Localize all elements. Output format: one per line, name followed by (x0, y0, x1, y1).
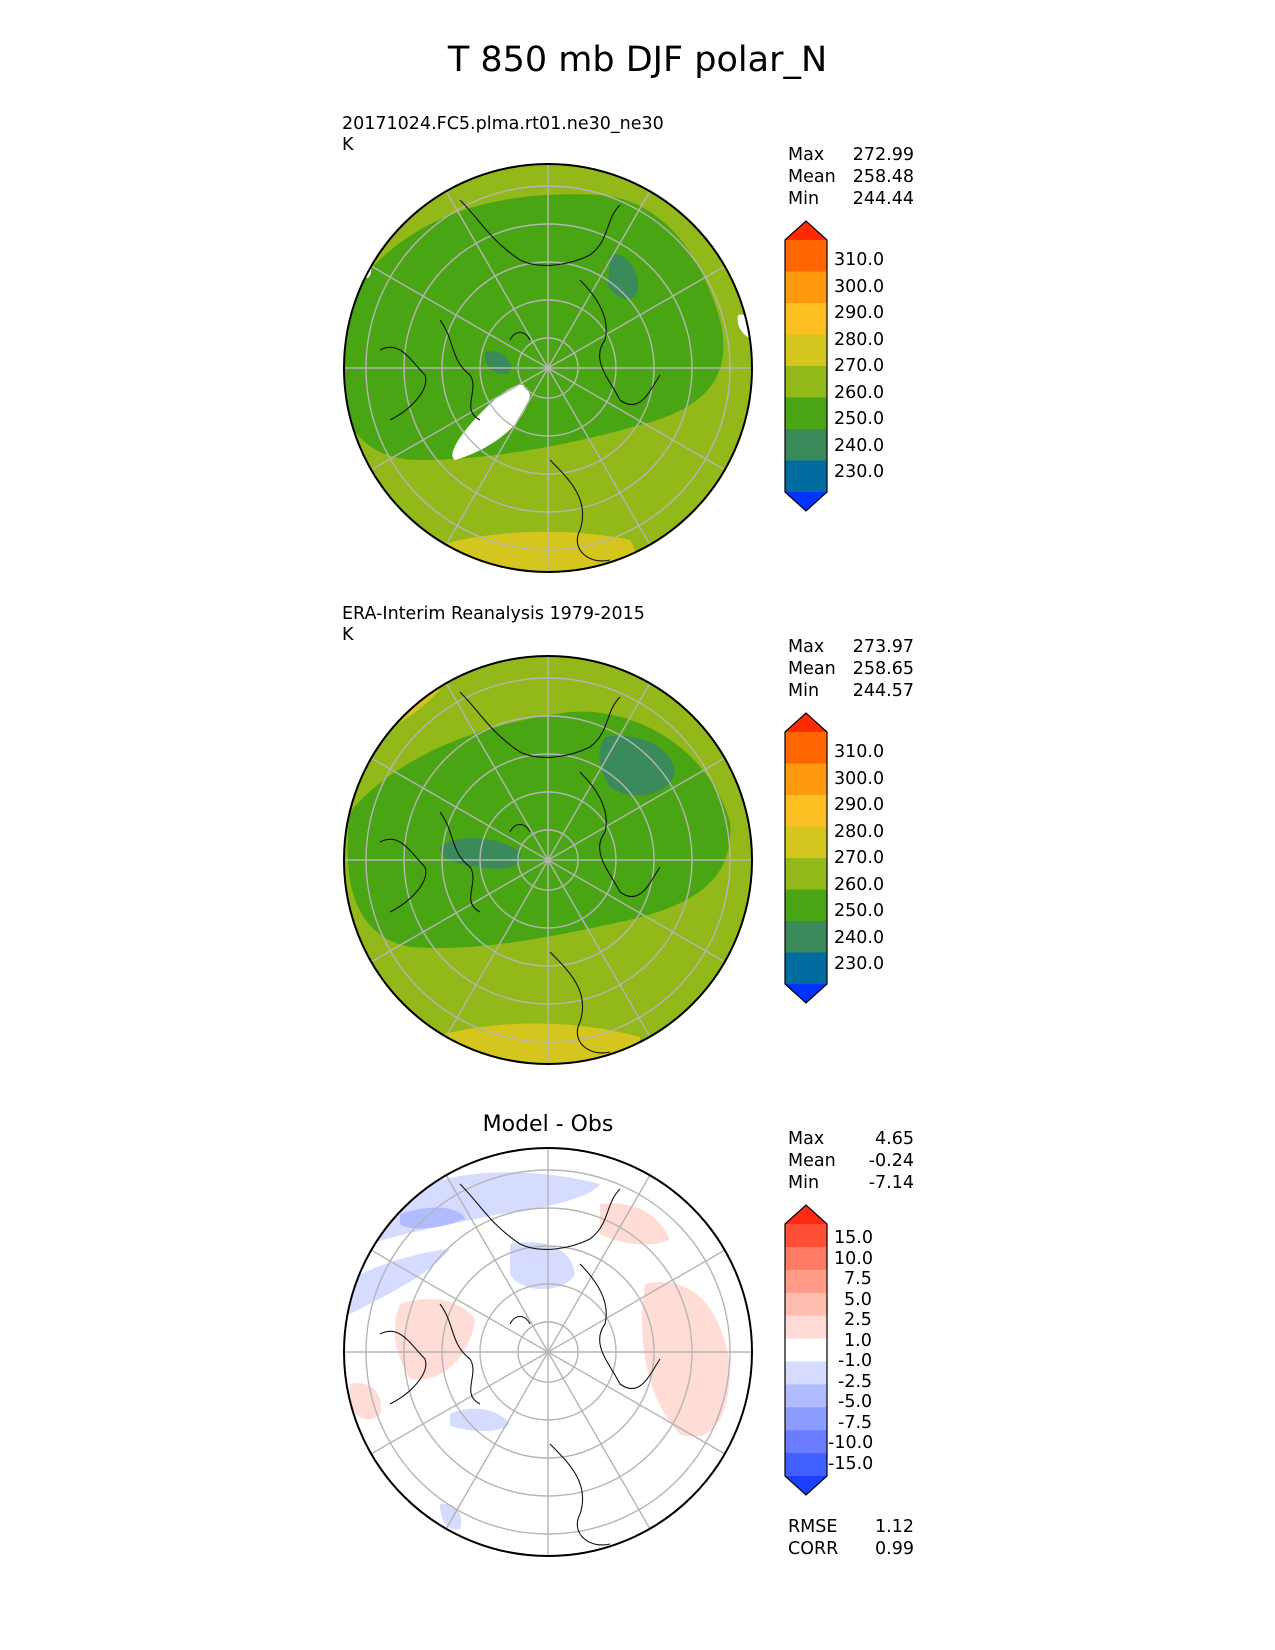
panel-diff-footer-stats: RMSE 1.12 CORR 0.99 (788, 1516, 914, 1560)
colorbar-segment (785, 429, 827, 461)
colorbar-segment (785, 826, 827, 859)
colorbar-outline (784, 220, 828, 512)
colorbar-segment (785, 1384, 827, 1408)
colorbar-segment (785, 763, 827, 796)
stat-min: Min -7.14 (788, 1173, 914, 1193)
colorbar-segment (785, 858, 827, 890)
colorbar-segment (785, 795, 827, 827)
colorbar-segment (785, 334, 827, 367)
colorbar-segment (785, 732, 827, 764)
coastlines (379, 691, 661, 1054)
colorbar-segment (785, 984, 827, 1003)
colorbar-segment (785, 240, 827, 272)
panel-model-stats: Max 272.99 Mean 258.48 Min 244.44 (788, 144, 914, 210)
field-band-neg-small-e (440, 1503, 462, 1530)
map-boundary (343, 1147, 753, 1557)
graticule (344, 656, 752, 1064)
field-band-neg-med (400, 1207, 465, 1229)
panel-model-title: 20171024.FC5.plma.rt01.ne30_ne30 K (342, 114, 664, 156)
colorbar-segments (785, 713, 827, 1003)
graticule (344, 1148, 752, 1556)
field-band-pos-small-c (394, 1299, 475, 1380)
map-boundary (343, 655, 753, 1065)
panel-model-case-name: 20171024.FC5.plma.rt01.ne30_ne30 (342, 114, 664, 134)
panel-obs-dataset-name: ERA-Interim Reanalysis 1979-2015 (342, 604, 645, 624)
stat-min: Min 244.57 (788, 681, 914, 701)
colorbar-segment (785, 1292, 827, 1317)
colorbar-segment (785, 397, 827, 430)
panel-obs-stats: Max 273.97 Mean 258.65 Min 244.57 (788, 636, 914, 702)
field-band-pos-small (600, 1203, 670, 1245)
panel-obs-units: K (342, 625, 354, 645)
colorbar-segment (785, 492, 827, 511)
stat-corr: CORR 0.99 (788, 1539, 914, 1559)
field-band-pos-small-d (348, 1383, 381, 1420)
panel-obs-map (343, 655, 753, 1065)
colorbar-segment (785, 1246, 827, 1271)
colorbar-segment (785, 1338, 827, 1362)
map-boundary (343, 163, 753, 573)
panel-model-map (343, 163, 753, 573)
colorbar-segment (785, 460, 827, 493)
figure-title: T 850 mb DJF polar_N (447, 40, 828, 80)
panel-obs-title: ERA-Interim Reanalysis 1979-2015 K (342, 604, 645, 646)
stat-mean: Mean -0.24 (788, 1151, 914, 1171)
colorbar-segment (785, 221, 827, 240)
stat-mean: Mean 258.65 (788, 659, 914, 679)
field-band-pos-small-b (641, 1282, 730, 1437)
panel-model-units: K (342, 135, 354, 155)
colorbar-segment (785, 1224, 827, 1248)
colorbar-segment (785, 1315, 827, 1340)
colorbar-segment (785, 921, 827, 953)
colorbar-segment (785, 1269, 827, 1294)
stat-rmse: RMSE 1.12 (788, 1517, 914, 1537)
colorbar-segment (785, 1453, 827, 1477)
colorbar-segment (785, 1205, 827, 1224)
colorbar-segment (785, 713, 827, 732)
field-band-neg-small-d (450, 1408, 510, 1431)
panel-diff-map (343, 1147, 753, 1557)
field-band-neg-small-c (510, 1242, 575, 1289)
field-band-neg-small-b (344, 1249, 450, 1319)
stat-max: Max 272.99 (788, 145, 914, 165)
colorbar-segment (785, 1476, 827, 1495)
stat-max: Max 4.65 (788, 1129, 914, 1149)
colorbar-outline (784, 712, 828, 1004)
colorbar-segment (785, 952, 827, 985)
field-band-240-250 (608, 254, 639, 300)
panel-obs-colorbar (784, 712, 828, 1004)
colorbar-outline (784, 1204, 828, 1496)
graticule (344, 164, 752, 572)
panel-diff-colorbar (784, 1204, 828, 1496)
colorbar-segments (785, 1205, 827, 1495)
colorbar-segment (785, 366, 827, 398)
colorbar-segment (785, 1361, 827, 1385)
colorbar-segment (785, 1407, 827, 1431)
panel-model-colorbar (784, 220, 828, 512)
colorbar-segment (785, 1430, 827, 1454)
stat-max: Max 273.97 (788, 637, 914, 657)
stat-min: Min 244.44 (788, 189, 914, 209)
stat-mean: Mean 258.48 (788, 167, 914, 187)
colorbar-segment (785, 271, 827, 304)
coastlines (379, 1183, 661, 1546)
panel-diff-stats: Max 4.65 Mean -0.24 Min -7.14 (788, 1128, 914, 1194)
colorbar-segment (785, 889, 827, 922)
colorbar-segments (785, 221, 827, 511)
coastlines (379, 199, 661, 562)
panel-diff-title: Model - Obs (482, 1112, 614, 1137)
colorbar-segment (785, 303, 827, 335)
